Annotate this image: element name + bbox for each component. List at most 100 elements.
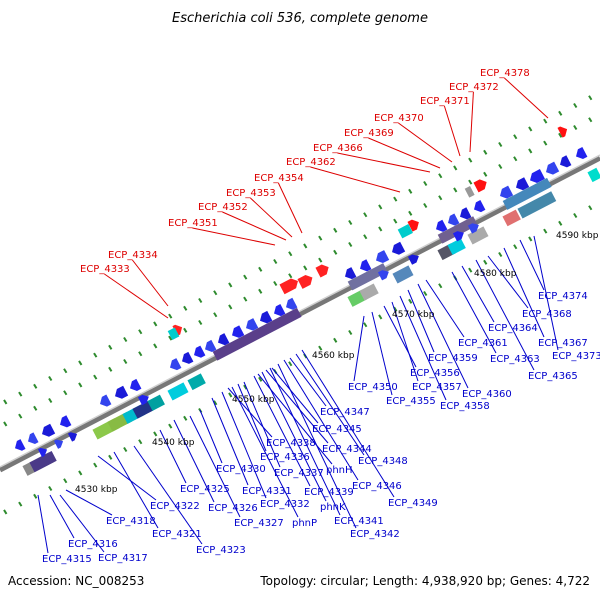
leader-line bbox=[132, 259, 169, 307]
marker-dot bbox=[48, 397, 53, 404]
marker-dot bbox=[483, 171, 488, 177]
gene-arrow-forward bbox=[274, 304, 286, 317]
gene-arrow-forward-shape bbox=[345, 267, 357, 280]
leader-line bbox=[65, 489, 113, 516]
leader-line bbox=[504, 77, 549, 119]
marker-dot bbox=[258, 288, 263, 294]
gene-block-shape bbox=[587, 167, 600, 183]
gene-block bbox=[392, 265, 414, 284]
gene-label: ECP_4360 bbox=[462, 389, 512, 400]
gene-block-shape bbox=[167, 382, 189, 401]
marker-dot bbox=[423, 180, 428, 187]
leader-line bbox=[231, 386, 299, 518]
leader-line bbox=[269, 367, 341, 516]
gene-arrow-reverse-shape bbox=[53, 439, 64, 449]
label-leader-lines bbox=[37, 77, 559, 554]
gene-label: ECP_4355 bbox=[386, 396, 436, 407]
gene-label: ECP_4358 bbox=[440, 401, 490, 412]
marker-dot bbox=[333, 337, 338, 343]
gene-label: ECP_4326 bbox=[208, 503, 258, 514]
marker-dot bbox=[348, 219, 353, 226]
scale-tick-label: 4560 kbp bbox=[312, 351, 355, 361]
gene-arrow-forward bbox=[516, 177, 530, 191]
marker-dot bbox=[183, 305, 188, 311]
marker-dot bbox=[528, 126, 533, 132]
leader-line bbox=[519, 239, 545, 291]
highlighted-gene-arrow-shape bbox=[473, 179, 487, 193]
gene-label: ECP_4345 bbox=[312, 424, 362, 435]
gene-arrow-forward bbox=[260, 310, 273, 324]
marker-dot bbox=[108, 454, 113, 460]
marker-dot bbox=[468, 179, 473, 185]
gene-block bbox=[502, 209, 521, 227]
marker-dot bbox=[3, 421, 8, 427]
highlighted-gene-arrow-shape bbox=[279, 278, 298, 295]
marker-dot bbox=[318, 257, 323, 263]
marker-dot bbox=[468, 267, 473, 273]
marker-dot bbox=[18, 501, 23, 507]
gene-arrow-forward-shape bbox=[460, 207, 472, 220]
gene-arrow-forward-shape bbox=[274, 304, 286, 317]
leader-line bbox=[277, 182, 303, 234]
gene-arrow-reverse-shape bbox=[467, 223, 479, 234]
accession-text: Accession: NC_008253 bbox=[8, 574, 144, 588]
gene-arrow-reverse-shape bbox=[452, 231, 464, 242]
marker-dot bbox=[108, 366, 113, 372]
gene-arrow-forward bbox=[474, 200, 486, 213]
marker-dot bbox=[228, 392, 233, 398]
marker-dot bbox=[78, 470, 83, 476]
highlighted-gene-arrow bbox=[297, 274, 313, 289]
gene-block-shape bbox=[447, 238, 466, 255]
marker-dot bbox=[588, 205, 593, 211]
leader-line bbox=[271, 367, 319, 424]
gene-label-highlighted: ECP_4351 bbox=[168, 218, 218, 229]
highlighted-gene-arrow bbox=[407, 219, 419, 232]
gene-arrow-reverse bbox=[137, 394, 149, 406]
leader-line bbox=[475, 259, 535, 371]
leader-line bbox=[173, 419, 215, 503]
marker-dot bbox=[468, 157, 473, 163]
gene-label-highlighted: ECP_4333 bbox=[80, 264, 130, 275]
marker-dot bbox=[573, 102, 578, 109]
marker-dot bbox=[438, 195, 443, 201]
marker-dot bbox=[33, 493, 38, 499]
gene-arrow-forward bbox=[345, 267, 357, 280]
gene-label: phnH bbox=[326, 465, 353, 476]
gene-label: ECP_4357 bbox=[412, 382, 462, 393]
gene-label: ECP_4359 bbox=[428, 353, 478, 364]
gene-block bbox=[187, 373, 206, 391]
marker-dot bbox=[273, 258, 278, 265]
gene-arrow-reverse-shape bbox=[137, 394, 149, 406]
scale-tick-label: 4590 kbp bbox=[556, 231, 599, 241]
marker-dot bbox=[408, 188, 413, 194]
scale-tick-label: 4540 kbp bbox=[152, 438, 195, 448]
marker-dot bbox=[348, 329, 353, 336]
gene-label-highlighted: ECP_4352 bbox=[198, 202, 248, 213]
leader-line bbox=[211, 397, 249, 486]
marker-dot bbox=[513, 156, 518, 162]
leader-line bbox=[192, 227, 276, 246]
marker-dot bbox=[153, 343, 158, 349]
gene-block bbox=[437, 216, 478, 244]
gene-arrow-forward-shape bbox=[474, 200, 486, 213]
gene-label: ECP_4365 bbox=[528, 371, 578, 382]
gene-label: ECP_4364 bbox=[488, 323, 538, 334]
marker-dot bbox=[558, 220, 563, 226]
marker-dots bbox=[3, 95, 593, 515]
gene-arrow-forward-shape bbox=[28, 432, 39, 445]
highlighted-gene-block-shape bbox=[464, 185, 475, 198]
marker-dot bbox=[513, 244, 518, 250]
scale-ticks: 4530 kbp 4540 kbp 4550 kbp 4560 kbp 4570 kbp… bbox=[75, 231, 599, 495]
marker-dot bbox=[168, 423, 173, 429]
gene-arrow-forward bbox=[360, 259, 372, 272]
gene-arrow-forward bbox=[436, 219, 448, 232]
marker-dot bbox=[198, 297, 203, 304]
gene-arrow-forward-shape bbox=[42, 423, 56, 437]
marker-dot bbox=[543, 118, 548, 124]
gene-label: ECP_4346 bbox=[352, 481, 402, 492]
gene-arrow-reverse bbox=[37, 447, 48, 458]
marker-dot bbox=[378, 204, 383, 210]
leader-line bbox=[257, 373, 333, 465]
gene-block-shape bbox=[29, 450, 57, 473]
gene-arrow-forward bbox=[530, 169, 545, 183]
